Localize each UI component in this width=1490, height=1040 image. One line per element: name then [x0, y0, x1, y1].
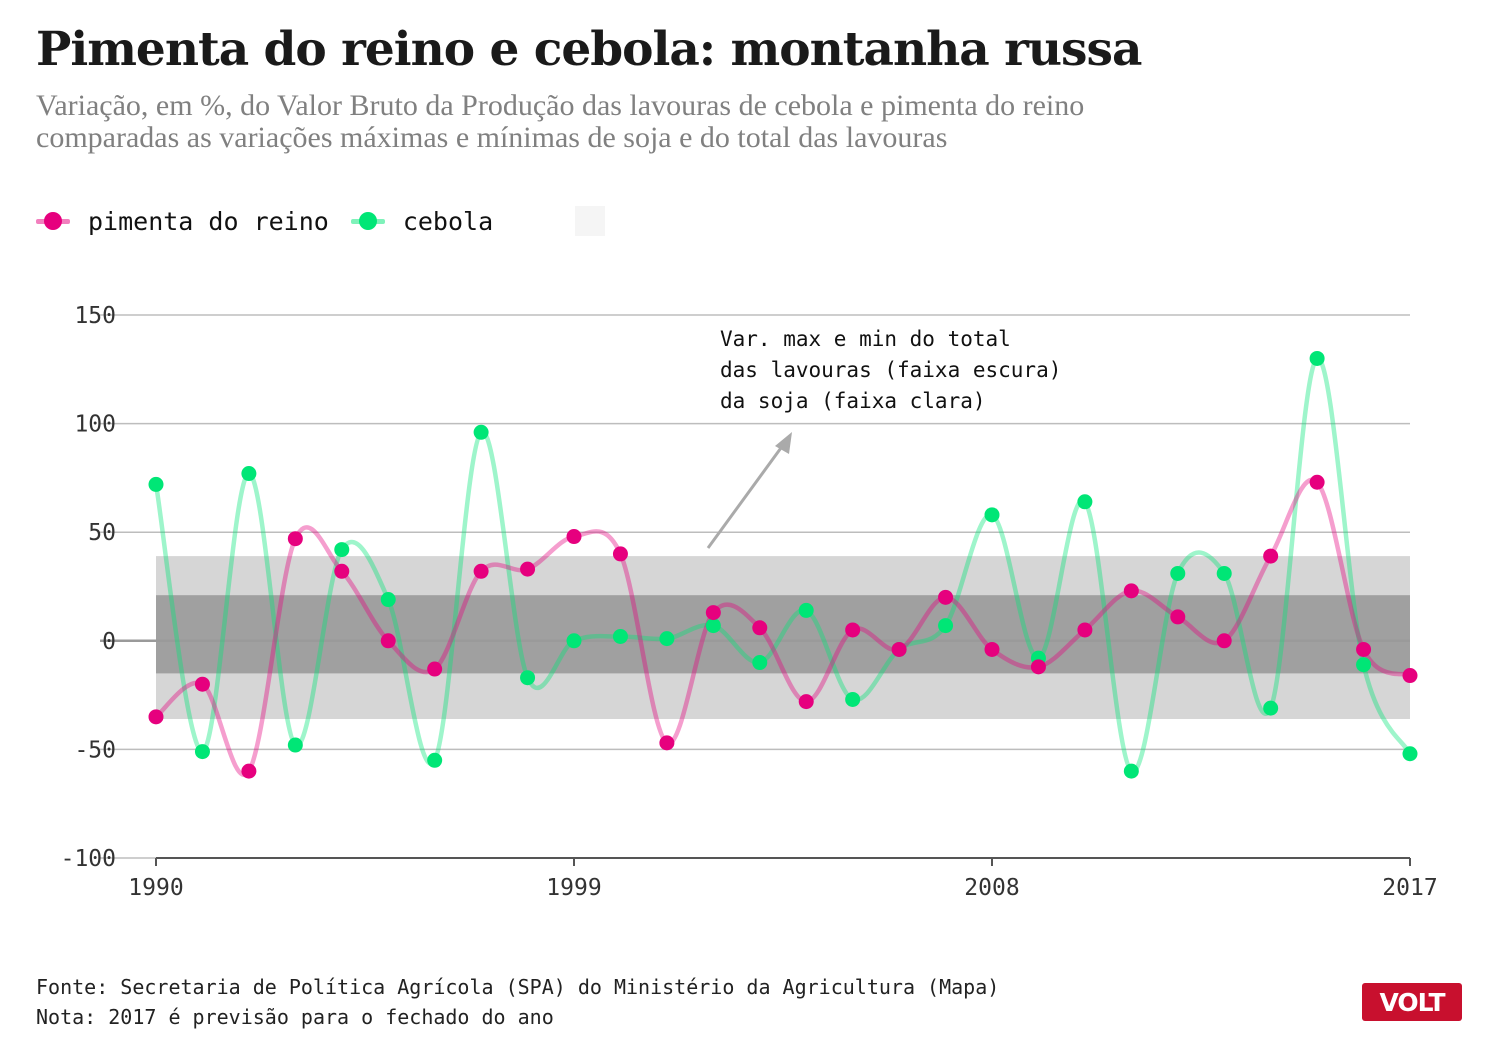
data-point-pimenta	[612, 546, 628, 562]
annotation-line-1: Var. max e min do total	[720, 327, 1011, 351]
data-point-cebola	[984, 507, 1000, 523]
data-point-cebola	[1170, 565, 1186, 581]
annotation-arrowhead-icon	[775, 432, 792, 454]
data-point-pimenta	[148, 709, 164, 725]
data-point-pimenta	[566, 529, 582, 545]
data-point-cebola	[1216, 565, 1232, 581]
data-point-cebola	[334, 542, 350, 558]
data-point-cebola	[148, 476, 164, 492]
data-point-pimenta	[287, 531, 303, 547]
data-point-pimenta	[1216, 633, 1232, 649]
legend-item-cebola[interactable]: cebola	[350, 206, 494, 236]
footer-note: Nota: 2017 é previsão para o fechado do …	[36, 1005, 554, 1029]
x-tick-label: 1999	[546, 875, 601, 901]
legend-dot-pimenta	[44, 212, 62, 230]
data-point-cebola	[659, 631, 675, 647]
data-point-pimenta	[798, 694, 814, 710]
data-point-pimenta	[380, 633, 396, 649]
legend-label-pimenta: pimenta do reino	[88, 206, 329, 236]
legend: pimenta do reino cebola	[36, 203, 606, 239]
footer-source: Fonte: Secretaria de Política Agrícola (…	[36, 975, 1000, 999]
legend-swatch-pimenta-icon	[36, 211, 70, 231]
data-point-cebola	[1402, 746, 1418, 762]
data-point-cebola	[1077, 494, 1093, 510]
data-point-cebola	[798, 602, 814, 618]
data-point-pimenta	[705, 605, 721, 621]
legend-swatch-cebola-icon	[350, 211, 385, 231]
data-point-pimenta	[334, 563, 350, 579]
y-tick-label: 150	[74, 303, 116, 329]
data-point-cebola	[427, 752, 443, 768]
data-point-cebola	[566, 633, 582, 649]
annotation: Var. max e min do total das lavouras (fa…	[706, 327, 1061, 549]
chart-subtitle: Variação, em %, do Valor Bruto da Produç…	[36, 90, 1456, 154]
legend-label-cebola: cebola	[402, 206, 494, 236]
data-point-cebola	[705, 618, 721, 634]
data-point-cebola	[1263, 700, 1279, 716]
data-point-pimenta	[1402, 668, 1418, 684]
data-point-cebola	[752, 655, 768, 671]
data-point-pimenta	[1263, 548, 1279, 564]
data-point-pimenta	[1309, 474, 1325, 490]
data-point-pimenta	[1356, 641, 1372, 657]
data-point-cebola	[287, 737, 303, 753]
data-point-pimenta	[659, 735, 675, 751]
annotation-arrow-line	[706, 440, 788, 549]
data-point-cebola	[520, 670, 536, 686]
data-point-cebola	[241, 466, 257, 482]
data-point-pimenta	[473, 563, 489, 579]
annotation-line-3: da soja (faixa clara)	[720, 389, 986, 413]
bands-layer	[156, 556, 1410, 719]
legend-item-pimenta[interactable]: pimenta do reino	[36, 207, 329, 236]
data-point-pimenta	[845, 622, 861, 638]
data-point-cebola	[380, 592, 396, 608]
data-point-cebola	[473, 424, 489, 440]
data-point-pimenta	[1170, 609, 1186, 625]
x-tick-label: 2008	[964, 875, 1019, 901]
y-tick-label: 0	[102, 629, 116, 655]
band-1	[156, 595, 1410, 674]
annotation-line-2: das lavouras (faixa escura)	[720, 358, 1061, 382]
series-points	[148, 350, 1418, 779]
data-point-pimenta	[752, 620, 768, 636]
data-point-pimenta	[194, 676, 210, 692]
chart-title: Pimenta do reino e cebola: montanha russ…	[36, 22, 1142, 77]
data-point-pimenta	[1077, 622, 1093, 638]
data-point-pimenta	[427, 661, 443, 677]
volt-logo: VOLT	[1362, 983, 1462, 1021]
x-axis: 1990 1999 2008 2017	[128, 857, 1438, 901]
data-point-pimenta	[938, 589, 954, 605]
legend-dot-cebola	[358, 212, 377, 230]
data-point-pimenta	[1030, 659, 1046, 675]
data-point-pimenta	[891, 641, 907, 657]
data-point-pimenta	[984, 641, 1000, 657]
data-point-pimenta	[520, 561, 536, 577]
data-point-pimenta	[241, 763, 257, 779]
series-line-cebola	[153, 356, 1413, 774]
x-tick-label: 2017	[1382, 875, 1437, 901]
subtitle-line-1: Variação, em %, do Valor Bruto da Produç…	[36, 89, 1085, 122]
data-point-cebola	[938, 618, 954, 634]
subtitle-line-2: comparadas as variações máximas e mínima…	[36, 121, 948, 154]
data-point-cebola	[1123, 763, 1139, 779]
data-point-cebola	[194, 744, 210, 760]
x-tick-label: 1990	[128, 875, 183, 901]
data-point-cebola	[1356, 657, 1372, 673]
data-point-cebola	[612, 628, 628, 644]
y-tick-label: -100	[61, 846, 116, 872]
y-axis: -100 -50 0 50 100 150	[61, 303, 116, 872]
data-point-cebola	[1309, 350, 1325, 366]
y-tick-label: 50	[88, 520, 116, 546]
footer: Fonte: Secretaria de Política Agrícola (…	[36, 972, 999, 1032]
y-tick-label: -50	[74, 737, 116, 763]
data-point-pimenta	[1123, 583, 1139, 599]
y-tick-label: 100	[74, 412, 116, 438]
data-point-cebola	[845, 691, 861, 707]
legend-box	[575, 206, 606, 236]
